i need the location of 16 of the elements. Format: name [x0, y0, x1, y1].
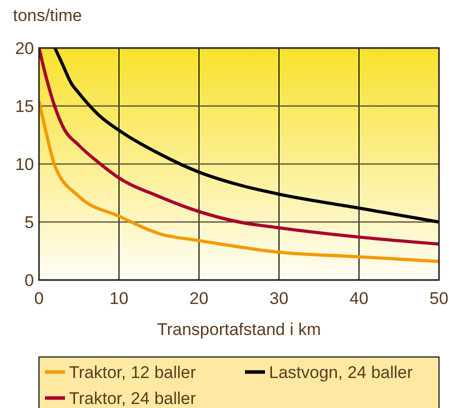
- x-tick-label: 50: [430, 289, 448, 308]
- legend-label: Lastvogn, 24 baller: [269, 362, 413, 382]
- y-tick-label: 15: [15, 96, 34, 116]
- x-axis-title: Transportafstand i km: [157, 320, 321, 339]
- legend-label: Traktor, 12 baller: [69, 362, 196, 382]
- y-tick-label: 0: [24, 270, 34, 290]
- line-series: [39, 100, 439, 264]
- y-tick-label: 5: [24, 212, 34, 232]
- x-tick-label: 40: [350, 289, 368, 308]
- y-axis-title: tons/time: [13, 6, 82, 25]
- x-tick-label: 10: [110, 289, 128, 308]
- x-tick-label: 20: [190, 289, 208, 308]
- legend-label: Traktor, 24 baller: [69, 388, 196, 408]
- y-tick-label: 10: [15, 154, 34, 174]
- y-tick-label: 20: [15, 38, 34, 58]
- x-tick-label: 30: [270, 289, 288, 308]
